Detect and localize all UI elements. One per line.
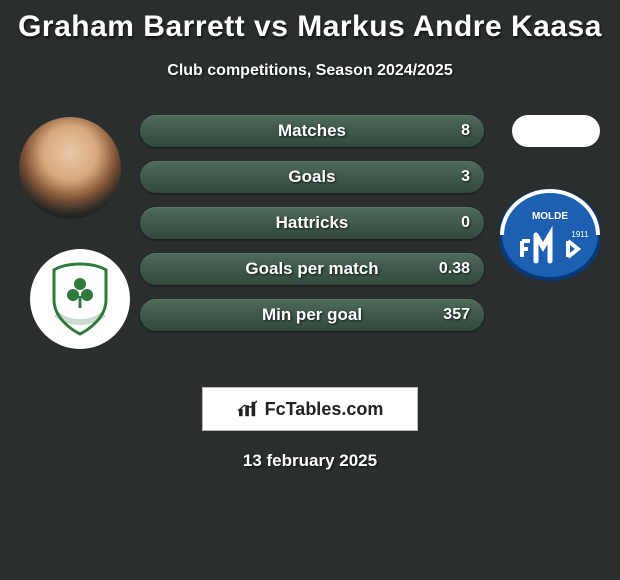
bar-chart-icon xyxy=(237,400,259,418)
club-badge-left xyxy=(30,249,130,349)
stat-bar-mpg: Min per goal 357 xyxy=(140,299,484,331)
stat-label: Goals per match xyxy=(140,259,484,279)
page-subtitle: Club competitions, Season 2024/2025 xyxy=(0,62,620,80)
molde-fk-crest-icon: MOLDE 1911 xyxy=(500,185,600,285)
stat-value-right: 3 xyxy=(461,168,470,186)
svg-text:1911: 1911 xyxy=(571,230,589,239)
stat-bar-gpm: Goals per match 0.38 xyxy=(140,253,484,285)
stat-value-right: 0 xyxy=(461,214,470,232)
left-player-column xyxy=(10,115,130,375)
stat-bar-hattricks: Hattricks 0 xyxy=(140,207,484,239)
comparison-content: Matches 8 Goals 3 Hattricks 0 Goals per … xyxy=(0,115,620,375)
page-title: Graham Barrett vs Markus Andre Kaasa xyxy=(0,0,620,44)
shamrock-rovers-crest-icon xyxy=(48,262,112,336)
watermark-box: FcTables.com xyxy=(202,387,418,431)
svg-text:MOLDE: MOLDE xyxy=(532,211,568,222)
stat-label: Matches xyxy=(140,121,484,141)
right-pill xyxy=(512,115,600,147)
stat-value-right: 0.38 xyxy=(439,260,470,278)
stat-bar-matches: Matches 8 xyxy=(140,115,484,147)
stat-value-right: 357 xyxy=(443,306,470,324)
stat-label: Hattricks xyxy=(140,213,484,233)
stat-bars: Matches 8 Goals 3 Hattricks 0 Goals per … xyxy=(140,115,484,345)
stat-bar-goals: Goals 3 xyxy=(140,161,484,193)
stat-label: Goals xyxy=(140,167,484,187)
player-photo-left xyxy=(19,117,121,219)
watermark-text: FcTables.com xyxy=(265,399,384,420)
footer-date: 13 february 2025 xyxy=(0,451,620,471)
stat-label: Min per goal xyxy=(140,305,484,325)
right-player-column: MOLDE 1911 xyxy=(490,115,600,375)
stat-value-right: 8 xyxy=(461,122,470,140)
